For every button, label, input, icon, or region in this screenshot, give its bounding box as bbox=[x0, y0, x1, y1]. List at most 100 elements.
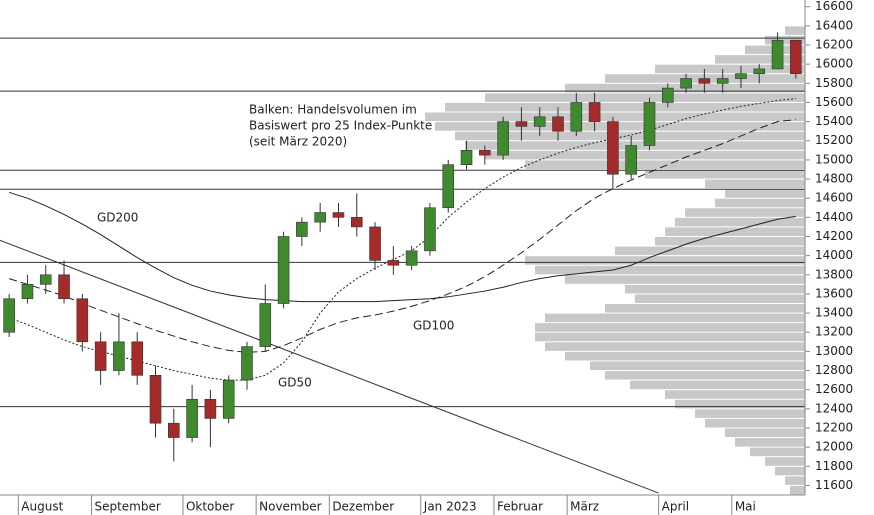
x-tick-label: April bbox=[662, 500, 689, 514]
volume-bar bbox=[665, 227, 805, 236]
y-tick-label: 16000 bbox=[815, 57, 853, 71]
volume-bar bbox=[715, 198, 805, 208]
candle-body bbox=[643, 102, 656, 146]
volume-bar bbox=[535, 265, 805, 275]
volume-bar bbox=[765, 457, 805, 466]
candle-body bbox=[552, 116, 564, 132]
candle-body bbox=[3, 298, 15, 333]
y-tick-label: 12600 bbox=[815, 382, 853, 396]
candle-body bbox=[131, 341, 144, 376]
volume-bar bbox=[655, 236, 805, 246]
y-tick-label: 16400 bbox=[815, 18, 853, 32]
candle-body bbox=[405, 250, 418, 266]
volume-bar bbox=[525, 256, 805, 265]
y-tick-label: 14200 bbox=[815, 229, 853, 243]
volume-bar bbox=[725, 428, 805, 438]
volume-bar bbox=[545, 313, 805, 323]
candle-body bbox=[113, 341, 125, 371]
x-tick-label: Februar bbox=[497, 500, 543, 514]
x-tick-label: März bbox=[570, 500, 599, 514]
y-tick-label: 13600 bbox=[815, 286, 853, 300]
candle-body bbox=[753, 68, 766, 75]
y-tick-label: 13400 bbox=[815, 306, 853, 320]
y-tick-label: 14400 bbox=[815, 210, 853, 224]
candle-body bbox=[222, 379, 235, 419]
y-tick-label: 15400 bbox=[815, 114, 853, 128]
volume-bar bbox=[425, 112, 805, 122]
x-tick-label: Mai bbox=[735, 500, 756, 514]
volume-bar bbox=[645, 169, 805, 179]
candle-body bbox=[39, 274, 52, 285]
trendline bbox=[0, 239, 659, 494]
candle-body bbox=[735, 73, 747, 79]
candle-body bbox=[479, 150, 491, 156]
y-tick-label: 11800 bbox=[815, 459, 853, 473]
x-tick-label: September bbox=[94, 500, 160, 514]
x-tick-label: Oktober bbox=[186, 500, 234, 514]
y-tick-label: 13000 bbox=[815, 344, 853, 358]
moving-averages bbox=[8, 98, 796, 381]
candle-body bbox=[588, 102, 601, 122]
volume-bar bbox=[685, 208, 805, 217]
volume-bar bbox=[445, 102, 805, 112]
volume-bar bbox=[565, 275, 805, 284]
annotation: (seit März 2020) bbox=[249, 135, 347, 149]
x-tick-label: Dezember bbox=[332, 500, 394, 514]
volume-bar bbox=[625, 284, 805, 294]
candle-body bbox=[241, 346, 253, 381]
y-tick-label: 13200 bbox=[815, 325, 853, 339]
volume-bar bbox=[435, 122, 805, 131]
volume-bar bbox=[635, 294, 805, 304]
candle-body bbox=[570, 102, 583, 132]
volume-bar bbox=[775, 466, 805, 476]
candle-body bbox=[332, 212, 345, 218]
y-tick-label: 12200 bbox=[815, 420, 853, 434]
volume-bar bbox=[525, 160, 805, 169]
candle-body bbox=[277, 236, 290, 304]
candle-body bbox=[350, 217, 363, 228]
annotation: Basiswert pro 25 Index-Punkte bbox=[249, 119, 432, 133]
candle-body bbox=[186, 398, 198, 438]
axes: 11600 11800 12000 12200 12400 12600 12800 13000… bbox=[0, 0, 853, 515]
y-tick-label: 12000 bbox=[815, 440, 853, 454]
annotation: Balken: Handelsvolumen im bbox=[249, 103, 417, 117]
volume-bar bbox=[655, 64, 805, 74]
candle-body bbox=[607, 121, 619, 175]
volume-bar bbox=[785, 476, 805, 485]
volume-bar bbox=[695, 409, 805, 418]
moving-average bbox=[8, 191, 796, 303]
candle-body bbox=[661, 87, 674, 103]
y-tick-label: 15000 bbox=[815, 152, 853, 166]
candle-body bbox=[296, 221, 308, 237]
ma-label: GD50 bbox=[278, 376, 312, 390]
y-tick-label: 12400 bbox=[815, 401, 853, 415]
candle-body bbox=[460, 150, 473, 165]
volume-bar bbox=[735, 438, 805, 447]
x-tick-label: Jan 2023 bbox=[423, 500, 477, 514]
candle-body bbox=[149, 375, 162, 424]
volume-bar bbox=[605, 304, 805, 313]
y-tick-label: 16200 bbox=[815, 38, 853, 52]
volume-bar bbox=[535, 332, 805, 342]
candle-body bbox=[680, 78, 692, 89]
y-tick-label: 15600 bbox=[815, 95, 853, 109]
levels bbox=[0, 37, 805, 494]
candle-body bbox=[497, 121, 509, 156]
y-tick-label: 14000 bbox=[815, 248, 853, 262]
volume-bar bbox=[785, 26, 805, 35]
candle-body bbox=[387, 260, 400, 266]
y-tick-label: 12800 bbox=[815, 363, 853, 377]
candle-body bbox=[314, 212, 326, 223]
candle-body bbox=[625, 145, 637, 175]
candle-body bbox=[533, 116, 546, 127]
volume-bar bbox=[535, 323, 805, 332]
y-tick-label: 14800 bbox=[815, 172, 853, 186]
volume-bar bbox=[675, 217, 805, 227]
volume-bar bbox=[485, 93, 805, 102]
candle-body bbox=[716, 78, 729, 84]
y-tick-label: 13800 bbox=[815, 267, 853, 281]
candle-body bbox=[790, 39, 802, 75]
volume-bar bbox=[675, 399, 805, 409]
candle-body bbox=[21, 284, 34, 300]
x-tick-label: November bbox=[259, 500, 321, 514]
